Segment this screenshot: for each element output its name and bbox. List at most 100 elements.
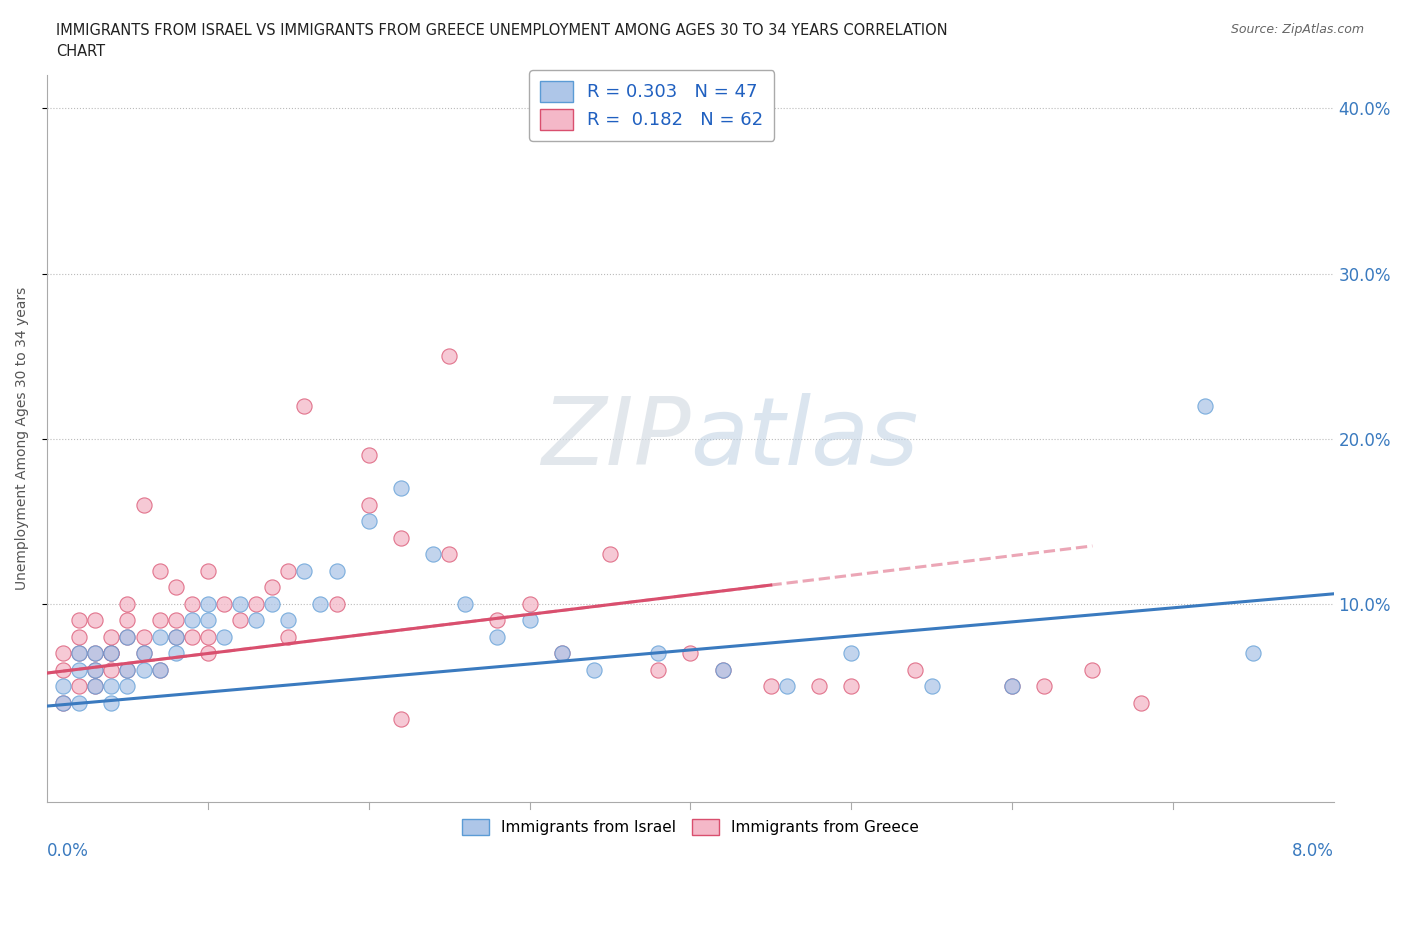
Point	[165, 645, 187, 660]
Point	[550, 645, 572, 660]
Point	[1241, 645, 1264, 660]
Point	[132, 645, 155, 660]
Point	[132, 645, 155, 660]
Point	[229, 596, 252, 611]
Point	[647, 645, 669, 660]
Point	[325, 596, 347, 611]
Point	[117, 662, 139, 677]
Point	[84, 662, 107, 677]
Point	[67, 630, 90, 644]
Point	[149, 662, 172, 677]
Point	[52, 679, 75, 694]
Point	[1033, 679, 1056, 694]
Point	[165, 630, 187, 644]
Point	[277, 613, 299, 628]
Point	[1081, 662, 1104, 677]
Point	[165, 613, 187, 628]
Point	[904, 662, 927, 677]
Point	[808, 679, 831, 694]
Point	[245, 596, 267, 611]
Point	[647, 662, 669, 677]
Text: IMMIGRANTS FROM ISRAEL VS IMMIGRANTS FROM GREECE UNEMPLOYMENT AMONG AGES 30 TO 3: IMMIGRANTS FROM ISRAEL VS IMMIGRANTS FRO…	[56, 23, 948, 38]
Point	[582, 662, 605, 677]
Point	[67, 613, 90, 628]
Point	[292, 398, 315, 413]
Point	[357, 513, 380, 528]
Point	[1001, 679, 1024, 694]
Point	[197, 596, 219, 611]
Point	[52, 696, 75, 711]
Point	[277, 564, 299, 578]
Point	[165, 630, 187, 644]
Point	[776, 679, 799, 694]
Point	[117, 630, 139, 644]
Point	[67, 662, 90, 677]
Text: Source: ZipAtlas.com: Source: ZipAtlas.com	[1230, 23, 1364, 36]
Point	[180, 596, 202, 611]
Point	[229, 613, 252, 628]
Point	[212, 630, 235, 644]
Point	[100, 679, 122, 694]
Point	[357, 447, 380, 462]
Point	[165, 579, 187, 594]
Point	[149, 630, 172, 644]
Point	[100, 645, 122, 660]
Point	[357, 498, 380, 512]
Point	[212, 596, 235, 611]
Point	[262, 579, 284, 594]
Point	[180, 613, 202, 628]
Point	[100, 662, 122, 677]
Point	[245, 613, 267, 628]
Point	[197, 613, 219, 628]
Point	[711, 662, 734, 677]
Legend: Immigrants from Israel, Immigrants from Greece: Immigrants from Israel, Immigrants from …	[456, 813, 925, 842]
Point	[67, 696, 90, 711]
Point	[679, 645, 702, 660]
Point	[325, 564, 347, 578]
Point	[550, 645, 572, 660]
Point	[389, 711, 412, 726]
Text: ZIP: ZIP	[541, 393, 690, 485]
Point	[262, 596, 284, 611]
Point	[149, 564, 172, 578]
Y-axis label: Unemployment Among Ages 30 to 34 years: Unemployment Among Ages 30 to 34 years	[15, 287, 30, 591]
Point	[309, 596, 332, 611]
Point	[389, 481, 412, 496]
Point	[149, 662, 172, 677]
Point	[921, 679, 943, 694]
Point	[437, 547, 460, 562]
Point	[519, 613, 541, 628]
Point	[292, 564, 315, 578]
Point	[1194, 398, 1216, 413]
Point	[84, 662, 107, 677]
Point	[437, 349, 460, 364]
Point	[100, 630, 122, 644]
Point	[117, 596, 139, 611]
Point	[67, 679, 90, 694]
Point	[277, 630, 299, 644]
Point	[197, 630, 219, 644]
Point	[84, 679, 107, 694]
Point	[52, 696, 75, 711]
Point	[52, 645, 75, 660]
Point	[132, 498, 155, 512]
Point	[100, 645, 122, 660]
Point	[759, 679, 782, 694]
Point	[132, 662, 155, 677]
Point	[117, 662, 139, 677]
Point	[117, 630, 139, 644]
Point	[839, 645, 862, 660]
Point	[180, 630, 202, 644]
Point	[67, 645, 90, 660]
Point	[84, 645, 107, 660]
Point	[1129, 696, 1152, 711]
Point	[117, 613, 139, 628]
Point	[197, 645, 219, 660]
Point	[422, 547, 444, 562]
Point	[389, 530, 412, 545]
Point	[132, 630, 155, 644]
Point	[519, 596, 541, 611]
Point	[149, 613, 172, 628]
Text: 0.0%: 0.0%	[46, 842, 89, 859]
Point	[100, 696, 122, 711]
